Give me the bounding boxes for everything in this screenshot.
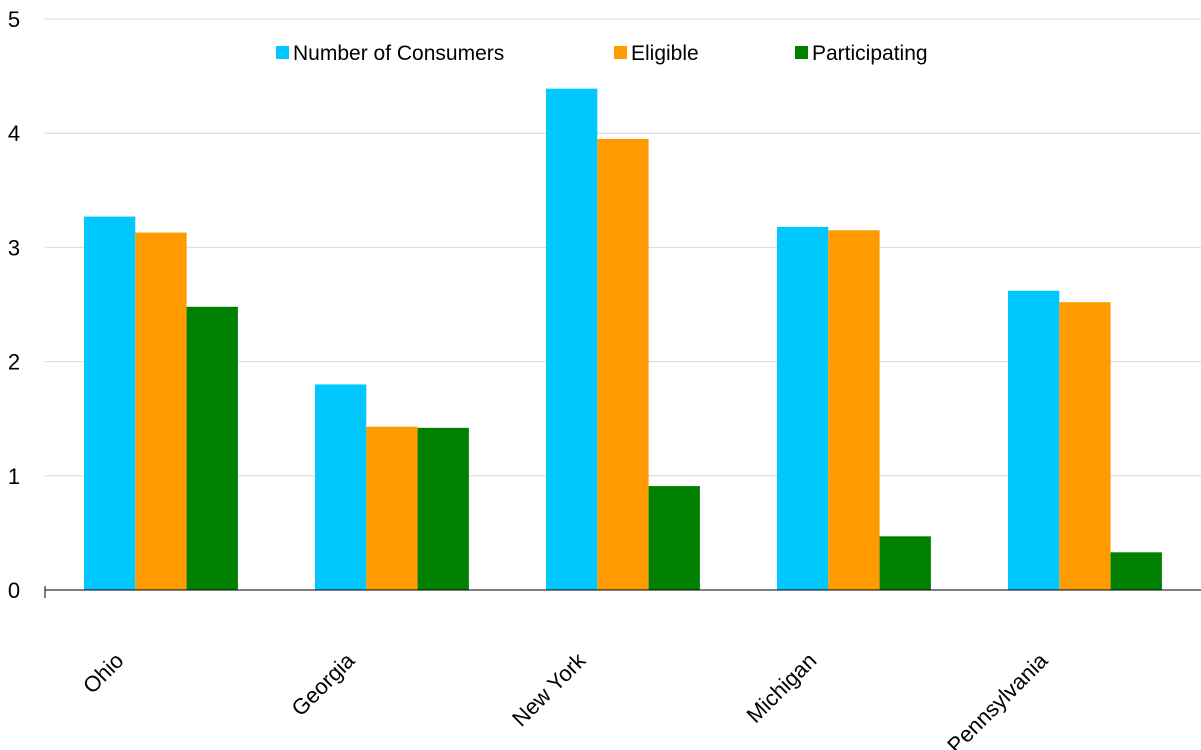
x-axis-labels: Ohio Georgia New York Michigan Pennsylvania	[78, 647, 1053, 750]
bar-participating-georgia	[417, 427, 469, 590]
bar-number-of-consumers-ohio	[84, 216, 136, 591]
y-tick-label: 3	[8, 235, 20, 260]
bar-number-of-consumers-michigan	[777, 226, 829, 590]
bar-number-of-consumers-georgia	[315, 384, 367, 590]
category-label: Pennsylvania	[942, 647, 1053, 750]
legend: Number of Consumers Eligible Participating	[276, 42, 928, 65]
bars	[84, 88, 1162, 591]
legend-swatch	[276, 46, 289, 59]
bar-number-of-consumers-pennsylvania	[1008, 290, 1060, 590]
category-label: Georgia	[286, 647, 360, 721]
bar-number-of-consumers-new-york	[546, 88, 598, 591]
y-tick-label: 2	[8, 350, 20, 375]
y-axis-ticks: 0 1 2 3 4 5	[8, 7, 20, 603]
bar-participating-new-york	[648, 486, 700, 590]
legend-swatch	[795, 46, 808, 59]
bar-participating-pennsylvania	[1110, 552, 1162, 590]
category-label: New York	[507, 647, 591, 731]
bar-eligible-ohio	[135, 232, 187, 590]
legend-label: Participating	[812, 42, 928, 65]
y-tick-label: 4	[8, 121, 20, 146]
bar-eligible-pennsylvania	[1059, 302, 1111, 590]
bar-eligible-michigan	[828, 230, 880, 590]
y-tick-label: 5	[8, 7, 20, 32]
bar-eligible-georgia	[366, 426, 418, 590]
y-tick-label: 0	[8, 578, 20, 603]
x-axis	[44, 586, 1201, 598]
legend-swatch	[614, 46, 627, 59]
category-label: Ohio	[78, 648, 129, 699]
bar-participating-ohio	[186, 306, 238, 590]
bar-participating-michigan	[879, 536, 931, 590]
legend-label: Eligible	[631, 42, 699, 65]
bar-eligible-new-york	[597, 138, 649, 590]
y-tick-label: 1	[8, 464, 20, 489]
category-label: Michigan	[742, 648, 822, 728]
legend-label: Number of Consumers	[293, 42, 504, 65]
